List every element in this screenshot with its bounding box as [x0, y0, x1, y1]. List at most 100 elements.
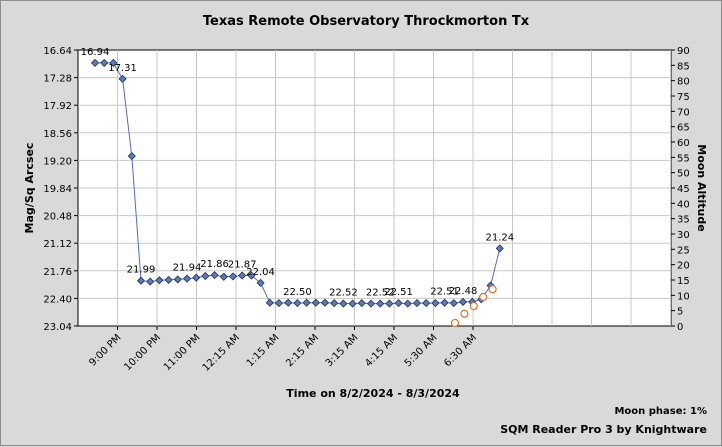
data-point [182, 274, 192, 283]
y-tick-label: 17.28 [43, 74, 72, 85]
data-point [90, 58, 100, 67]
data-point [357, 299, 366, 308]
data-point [339, 299, 348, 308]
data-point [458, 297, 468, 306]
y2-tick-label: 45 [677, 184, 690, 195]
data-point [118, 74, 127, 83]
data-label: 21.99 [127, 265, 156, 276]
y2-tick-label: 35 [677, 215, 690, 226]
y-axis-label: Mag/Sq Arcsec [23, 143, 36, 234]
y-axis-ticks: 16.64 17.28 17.92 18.56 19.20 19.84 20.48 21.12… [43, 46, 78, 333]
x-tick-label: 6:30 AM [442, 332, 479, 369]
data-point [164, 275, 173, 284]
data-point [293, 299, 302, 308]
data-point [385, 299, 394, 308]
y2-tick-label: 75 [677, 92, 690, 103]
data-label: 21.94 [173, 263, 202, 274]
data-point [228, 272, 238, 281]
data-point [348, 299, 357, 308]
data-point [495, 244, 504, 253]
data-point [256, 278, 265, 287]
y2-tick-label: 5 [677, 307, 683, 318]
moon-point [479, 292, 488, 301]
data-label: 21.87 [228, 260, 257, 271]
data-point [219, 272, 228, 281]
y2-tick-label: 85 [677, 61, 690, 72]
grid [78, 50, 671, 326]
data-point [127, 152, 136, 161]
data-point [136, 276, 146, 285]
data-point [311, 298, 320, 307]
data-point [238, 271, 247, 280]
data-point [366, 299, 376, 308]
y-tick-label: 16.64 [43, 46, 72, 57]
chart-title: Texas Remote Observatory Throckmorton Tx [203, 14, 530, 29]
x-tick-label: 10:00 PM [122, 332, 163, 373]
data-label: 21.86 [200, 259, 229, 270]
data-point [100, 58, 109, 67]
data-label: 17.31 [108, 63, 137, 74]
data-point [155, 276, 164, 285]
data-point [431, 299, 440, 308]
y-tick-label: 21.76 [43, 267, 72, 278]
x-tick-label: 5:30 AM [403, 332, 440, 369]
data-point [201, 271, 210, 281]
y2-axis-label: Moon Altitude [695, 144, 708, 231]
data-points [90, 58, 504, 328]
data-point [146, 277, 155, 286]
data-point [284, 298, 293, 307]
data-point [320, 298, 330, 307]
data-point [449, 299, 458, 308]
x-tick-label: 11:00 PM [162, 332, 203, 373]
data-point [210, 271, 219, 280]
data-point [422, 299, 431, 308]
y2-tick-label: 80 [677, 77, 690, 88]
x-tick-label: 1:15 AM [245, 332, 282, 369]
y2-tick-label: 0 [677, 322, 683, 333]
software-credit: SQM Reader Pro 3 by Knightware [500, 423, 707, 436]
data-label: 22.52 [329, 288, 358, 299]
y-tick-label: 22.40 [43, 294, 72, 305]
y2-tick-label: 70 [677, 107, 690, 118]
y-tick-label: 23.04 [43, 322, 72, 333]
data-point [330, 299, 339, 308]
data-point [274, 299, 284, 308]
y2-tick-label: 90 [677, 46, 690, 57]
y2-tick-label: 65 [677, 123, 690, 134]
data-point [394, 299, 403, 308]
data-point [109, 58, 118, 67]
data-label: 22.51 [430, 287, 459, 298]
y-tick-label: 21.12 [43, 239, 72, 250]
x-axis-label: Time on 8/2/2024 - 8/3/2024 [286, 387, 460, 400]
moon-point [488, 285, 497, 294]
data-label: 22.50 [283, 287, 312, 298]
data-label: 16.94 [81, 47, 110, 58]
y2-tick-label: 60 [677, 138, 690, 149]
y-tick-label: 18.56 [43, 129, 72, 140]
x-tick-label: 9:00 PM [87, 332, 123, 368]
y2-tick-label: 25 [677, 245, 690, 256]
data-label: 22.51 [384, 287, 413, 298]
data-point [192, 273, 201, 282]
moon-phase: Moon phase: 1% [614, 406, 707, 417]
data-label: 21.24 [485, 232, 514, 243]
y-tick-label: 19.84 [43, 184, 72, 195]
moon-point [469, 301, 478, 311]
data-point [265, 298, 274, 307]
data-point [173, 275, 182, 284]
x-tick-label: 4:15 AM [363, 332, 400, 369]
data-point [247, 271, 256, 280]
y2-tick-label: 50 [677, 169, 690, 180]
data-label: 22.52 [366, 288, 395, 299]
data-point [403, 299, 412, 308]
x-tick-label: 12:15 AM [201, 332, 242, 373]
moon-point [460, 309, 469, 318]
y2-tick-label: 40 [677, 199, 690, 210]
y-tick-label: 19.20 [43, 156, 72, 167]
y-tick-label: 17.92 [43, 101, 72, 112]
x-tick-label: 3:15 AM [324, 332, 361, 369]
